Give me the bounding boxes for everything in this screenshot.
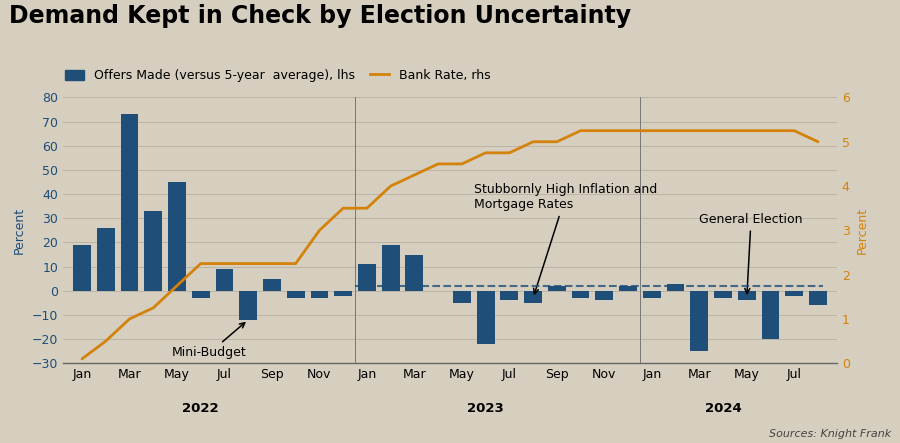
Bar — [239, 291, 257, 320]
Bar — [596, 291, 613, 300]
Y-axis label: Percent: Percent — [855, 207, 868, 254]
Text: 2024: 2024 — [705, 402, 742, 415]
Bar — [121, 114, 139, 291]
Bar — [619, 286, 637, 291]
Bar — [453, 291, 471, 303]
Bar — [382, 245, 400, 291]
Bar — [738, 291, 756, 300]
Bar — [786, 291, 803, 295]
Text: Stubbornly High Inflation and
Mortgage Rates: Stubbornly High Inflation and Mortgage R… — [473, 183, 657, 294]
Legend: Offers Made (versus 5-year  average), lhs, Bank Rate, rhs: Offers Made (versus 5-year average), lhs… — [66, 69, 490, 82]
Bar — [548, 286, 566, 291]
Bar — [572, 291, 590, 298]
Bar — [809, 291, 827, 305]
Bar — [263, 279, 281, 291]
Bar — [524, 291, 542, 303]
Bar — [643, 291, 661, 298]
Bar — [73, 245, 91, 291]
Bar — [144, 211, 162, 291]
Bar — [358, 264, 376, 291]
Bar — [215, 269, 233, 291]
Text: 2022: 2022 — [183, 402, 219, 415]
Text: Demand Kept in Check by Election Uncertainty: Demand Kept in Check by Election Uncerta… — [9, 4, 631, 28]
Text: General Election: General Election — [699, 213, 803, 294]
Bar — [334, 291, 352, 295]
Text: Mini-Budget: Mini-Budget — [172, 323, 247, 359]
Bar — [406, 255, 423, 291]
Bar — [761, 291, 779, 339]
Bar — [192, 291, 210, 298]
Bar — [667, 284, 685, 291]
Bar — [310, 291, 328, 298]
Y-axis label: Percent: Percent — [14, 207, 26, 254]
Bar — [168, 182, 186, 291]
Bar — [97, 228, 114, 291]
Bar — [477, 291, 494, 344]
Bar — [500, 291, 518, 300]
Bar — [690, 291, 708, 351]
Text: 2023: 2023 — [467, 402, 504, 415]
Text: Sources: Knight Frank: Sources: Knight Frank — [769, 428, 891, 439]
Bar — [287, 291, 304, 298]
Bar — [714, 291, 732, 298]
